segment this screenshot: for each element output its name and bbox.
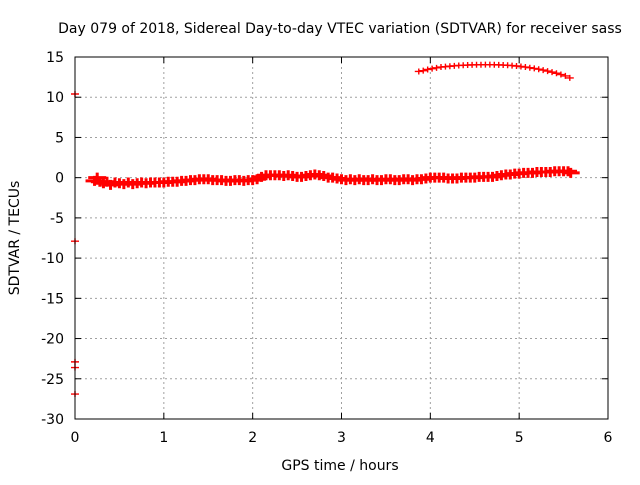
data-point [548, 69, 557, 76]
data-point [525, 64, 534, 71]
data-point [530, 65, 539, 72]
x-tick-label: 0 [71, 430, 80, 446]
data-point [414, 68, 423, 75]
x-tick-label: 3 [337, 430, 346, 446]
y-tick-label: 5 [55, 130, 64, 146]
x-tick-label: 5 [515, 430, 524, 446]
x-tick-label: 2 [248, 430, 257, 446]
x-tick-label: 1 [159, 430, 168, 446]
y-tick-label: -5 [50, 211, 64, 227]
axis-layer: 0 1 2 3 4 5 6 15 10 5 0 -5 -10 -15 -20 -25 -30 [41, 50, 612, 446]
data-point [314, 171, 333, 182]
y-axis-label: SDTVAR / TECUs [7, 181, 23, 296]
data-point [561, 167, 580, 178]
y-tick-label: 0 [55, 171, 64, 187]
y-tick-label: 10 [46, 90, 64, 106]
data-point [543, 68, 552, 75]
data-point [561, 72, 570, 79]
data-point [423, 66, 432, 73]
data-point [428, 65, 437, 72]
x-axis-label: GPS time / hours [281, 458, 398, 474]
data-point [252, 171, 271, 182]
y-tick-label: -30 [41, 412, 64, 428]
chart-title: Day 079 of 2018, Sidereal Day-to-day VTE… [58, 21, 622, 37]
data-point [432, 64, 441, 71]
series-main-band [85, 166, 580, 190]
data-point [556, 71, 565, 78]
grid-layer [75, 57, 608, 419]
y-tick-label: -25 [41, 372, 64, 388]
x-tick-label: 4 [426, 430, 435, 446]
y-tick-label: -10 [41, 251, 64, 267]
y-tick-label: 15 [46, 50, 64, 66]
data-layer [71, 61, 580, 398]
data-point [539, 67, 548, 74]
data-point [565, 74, 574, 81]
data-point [534, 66, 543, 73]
y-tick-label: -20 [41, 332, 64, 348]
data-point [552, 70, 561, 77]
data-point [419, 67, 428, 74]
data-point [559, 166, 578, 177]
x-tick-label: 6 [604, 430, 613, 446]
y-tick-label: -15 [41, 291, 64, 307]
series-upper-arc [414, 61, 574, 81]
